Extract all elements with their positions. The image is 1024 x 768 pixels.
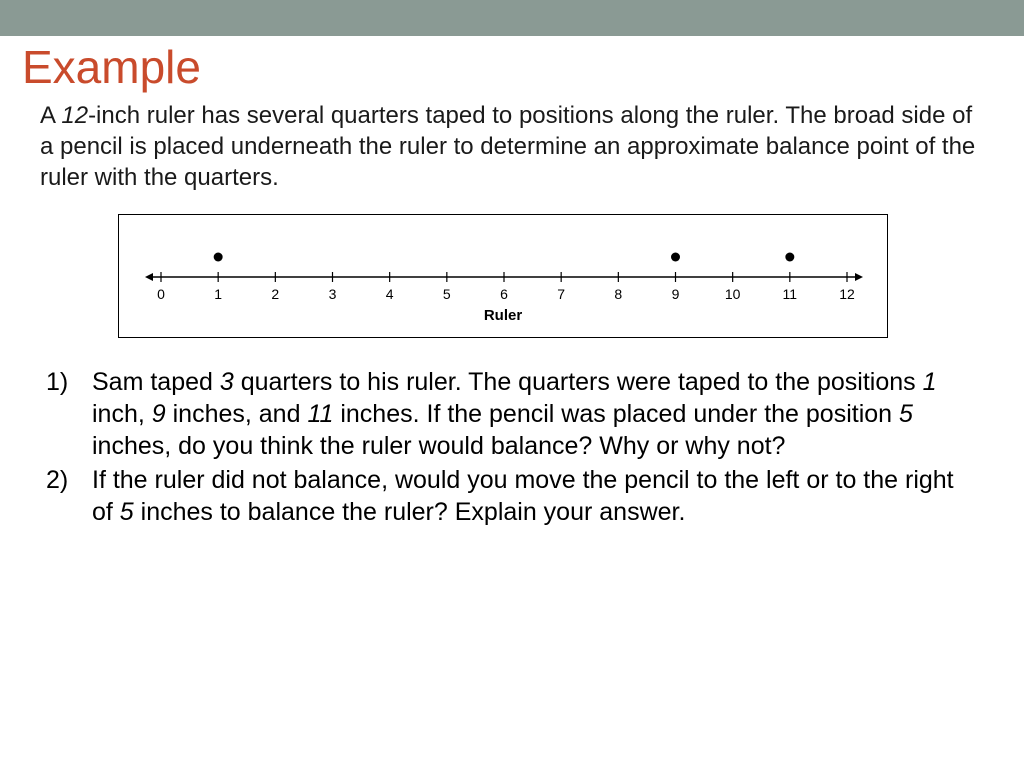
- question-text: inches. If the pencil was placed under t…: [333, 400, 899, 428]
- svg-text:0: 0: [157, 286, 165, 302]
- svg-text:5: 5: [443, 286, 451, 302]
- svg-text:12: 12: [839, 286, 855, 302]
- question-number: 3: [220, 368, 234, 396]
- question-number: 11: [307, 400, 333, 428]
- svg-text:4: 4: [386, 286, 394, 302]
- question-number: 5: [899, 400, 913, 428]
- svg-text:2: 2: [271, 286, 279, 302]
- question-text: quarters to his ruler. The quarters were…: [234, 368, 923, 396]
- svg-text:10: 10: [725, 286, 741, 302]
- svg-text:1: 1: [214, 286, 222, 302]
- svg-text:11: 11: [783, 286, 798, 302]
- svg-text:3: 3: [329, 286, 337, 302]
- question-text: inches, do you think the ruler would bal…: [92, 432, 785, 460]
- intro-paragraph: A 12-inch ruler has several quarters tap…: [0, 98, 1024, 200]
- question-item: Sam taped 3 quarters to his ruler. The q…: [46, 366, 978, 462]
- question-text: inch,: [92, 400, 152, 428]
- svg-text:7: 7: [557, 286, 565, 302]
- question-number: 9: [152, 400, 166, 428]
- ruler-diagram: 0123456789101112 Ruler: [118, 214, 888, 338]
- question-number: 5: [120, 498, 134, 526]
- question-text: Sam taped: [92, 368, 220, 396]
- intro-number: 12: [61, 102, 88, 129]
- questions-list: Sam taped 3 quarters to his ruler. The q…: [0, 338, 1024, 528]
- question-number: 1: [923, 368, 937, 396]
- svg-text:8: 8: [614, 286, 622, 302]
- question-item: If the ruler did not balance, would you …: [46, 464, 978, 528]
- svg-text:9: 9: [672, 286, 680, 302]
- question-text: inches to balance the ruler? Explain you…: [134, 498, 686, 526]
- page-title: Example: [0, 36, 1024, 98]
- question-text: inches, and: [166, 400, 308, 428]
- ruler-label: Ruler: [119, 307, 887, 324]
- top-bar: [0, 0, 1024, 36]
- intro-prefix: A: [40, 102, 61, 129]
- intro-rest: -inch ruler has several quarters taped t…: [40, 102, 975, 191]
- svg-text:6: 6: [500, 286, 508, 302]
